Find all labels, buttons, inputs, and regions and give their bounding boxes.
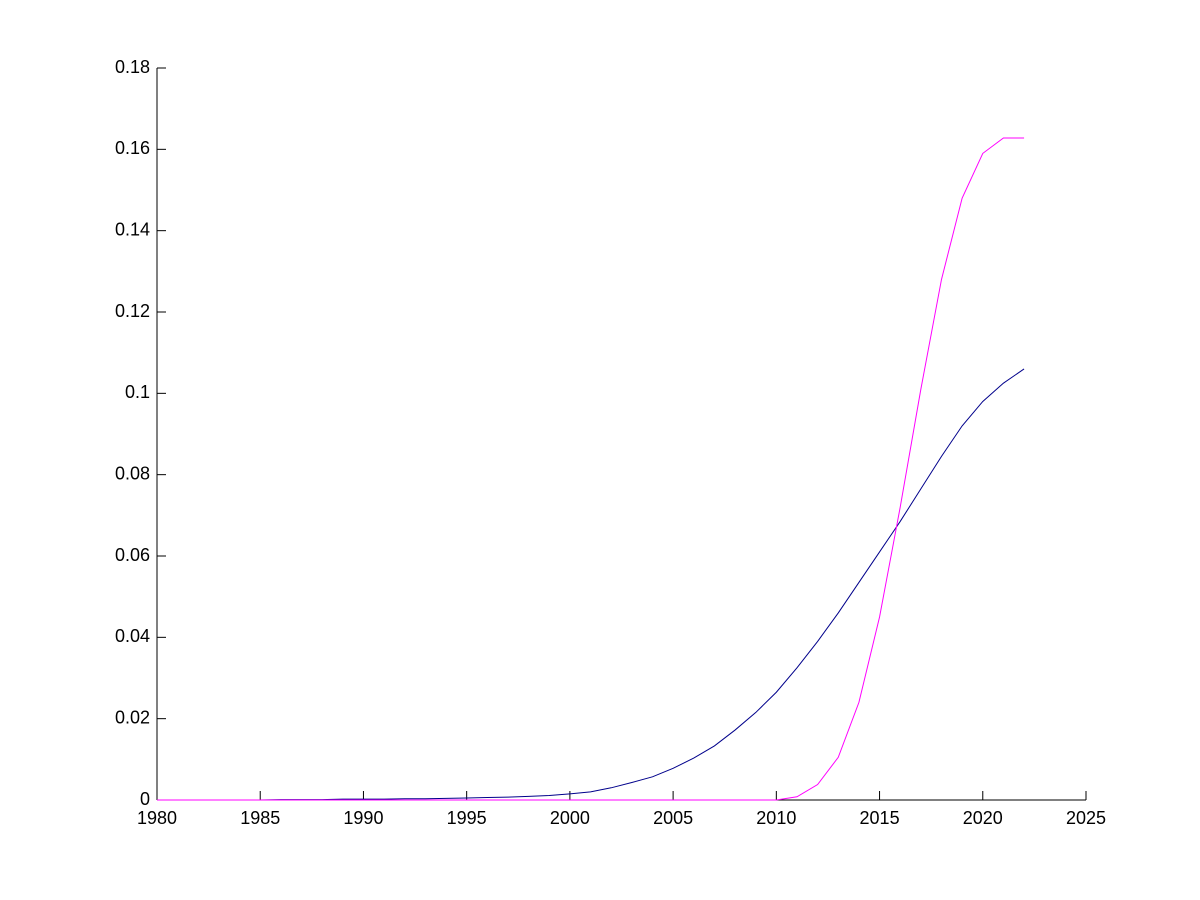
y-tick-label: 0.04 (115, 626, 150, 646)
series-line (157, 368, 1025, 801)
y-tick-label: 0.12 (115, 301, 150, 321)
y-tick-label: 0.02 (115, 707, 150, 727)
y-tick-label: 0.08 (115, 463, 150, 483)
x-tick-label: 2000 (550, 808, 590, 828)
x-tick-label: 1980 (137, 808, 177, 828)
y-tick-label: 0.18 (115, 57, 150, 77)
y-tick-label: 0.14 (115, 219, 150, 239)
x-tick-label: 2020 (963, 808, 1003, 828)
x-tick-label: 2010 (756, 808, 796, 828)
x-tick-label: 2015 (860, 808, 900, 828)
y-tick-label: 0 (140, 789, 150, 809)
series-line (157, 137, 1025, 801)
x-tick-label: 1995 (447, 808, 487, 828)
y-tick-label: 0.16 (115, 138, 150, 158)
x-tick-label: 2025 (1066, 808, 1106, 828)
y-tick-label: 0.1 (125, 382, 150, 402)
x-tick-label: 1985 (240, 808, 280, 828)
x-tick-label: 1990 (343, 808, 383, 828)
y-tick-label: 0.06 (115, 545, 150, 565)
x-tick-label: 2005 (653, 808, 693, 828)
